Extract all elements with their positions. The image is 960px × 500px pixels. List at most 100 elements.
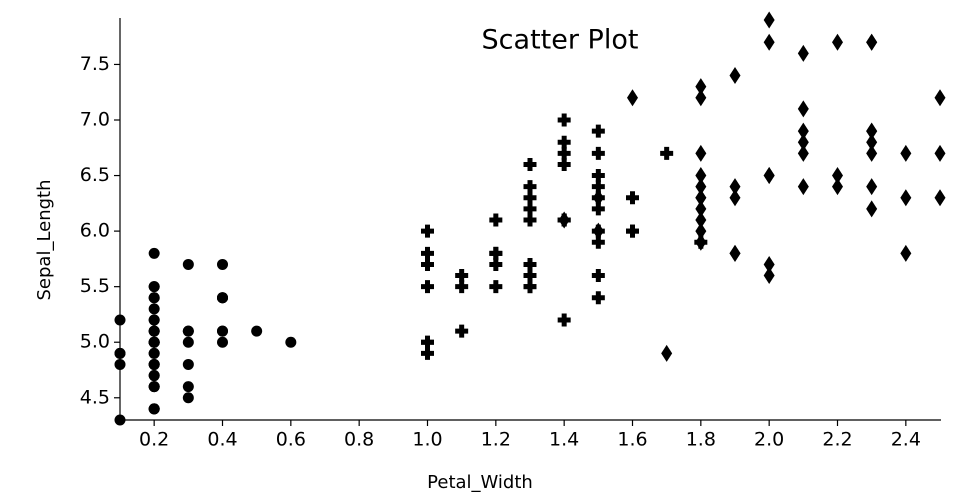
point [591, 169, 605, 183]
point [900, 144, 912, 162]
point [148, 336, 160, 348]
point [182, 325, 194, 337]
point [797, 133, 809, 151]
point [148, 325, 160, 337]
x-tick-label: 0.4 [207, 429, 237, 451]
point [592, 189, 604, 207]
x-tick-label: 0.2 [139, 429, 169, 451]
point [660, 146, 674, 160]
point [695, 189, 707, 207]
point [557, 135, 571, 149]
x-axis-title: Petal_Width [427, 472, 533, 493]
point [148, 292, 160, 304]
point [695, 222, 707, 240]
point [797, 122, 809, 140]
point [557, 146, 571, 160]
point [523, 257, 537, 271]
chart-title: Scatter Plot [482, 25, 639, 56]
point [557, 313, 571, 327]
point [934, 89, 946, 107]
x-tick-label: 2.4 [891, 429, 921, 451]
point [763, 11, 775, 29]
point [797, 144, 809, 162]
point [934, 144, 946, 162]
point [114, 414, 126, 426]
point [523, 157, 537, 171]
point [251, 325, 263, 337]
point [285, 336, 297, 348]
point [421, 257, 434, 271]
point [866, 33, 878, 51]
point [866, 178, 878, 196]
point [421, 346, 434, 360]
y-tick-label: 4.5 [80, 386, 110, 408]
point [489, 246, 503, 260]
point [148, 358, 160, 370]
point [797, 178, 809, 196]
point [114, 358, 126, 370]
x-tick-label: 1.4 [549, 429, 579, 451]
point [148, 281, 160, 293]
point [866, 200, 878, 218]
point [523, 280, 537, 294]
x-tick-label: 1.2 [481, 429, 511, 451]
point [866, 122, 878, 140]
x-tick-label: 1.0 [412, 429, 442, 451]
point [557, 157, 571, 171]
point [832, 178, 843, 196]
point [592, 222, 604, 240]
point [866, 144, 878, 162]
point [695, 200, 707, 218]
point [866, 133, 878, 151]
point [900, 189, 912, 207]
point [695, 144, 707, 162]
point [695, 167, 707, 185]
point [523, 191, 537, 205]
point [934, 189, 946, 207]
y-tick-label: 7.0 [80, 109, 110, 131]
point [729, 244, 741, 262]
point [217, 325, 228, 337]
point [523, 269, 537, 283]
point [591, 235, 605, 249]
point [763, 33, 775, 51]
point [626, 191, 639, 205]
point [114, 314, 126, 326]
point [182, 358, 194, 370]
point [182, 392, 194, 404]
y-axis-title: Sepal_Length [34, 179, 55, 300]
point [148, 303, 160, 315]
point [695, 89, 707, 107]
point [591, 180, 605, 194]
point [148, 381, 160, 393]
x-tick-label: 2.2 [822, 429, 852, 451]
point [148, 247, 160, 259]
y-tick-label: 5.5 [80, 275, 110, 297]
point [763, 167, 775, 185]
point [797, 44, 809, 62]
x-tick-label: 1.8 [686, 429, 716, 451]
point [455, 280, 469, 294]
point [217, 292, 228, 304]
point [591, 269, 605, 283]
point [148, 403, 160, 415]
point [182, 258, 194, 270]
point [523, 202, 537, 216]
point [591, 146, 605, 160]
point [114, 347, 126, 359]
y-tick-label: 6.0 [80, 220, 110, 242]
point [421, 335, 434, 349]
point [695, 178, 707, 196]
point [729, 178, 741, 196]
point [900, 244, 912, 262]
point [695, 78, 707, 96]
point [729, 189, 741, 207]
y-tick-label: 5.0 [80, 331, 110, 353]
point [455, 324, 469, 338]
point [832, 167, 843, 185]
point [729, 67, 741, 85]
point [763, 255, 775, 273]
point [421, 280, 434, 294]
point [421, 224, 434, 238]
